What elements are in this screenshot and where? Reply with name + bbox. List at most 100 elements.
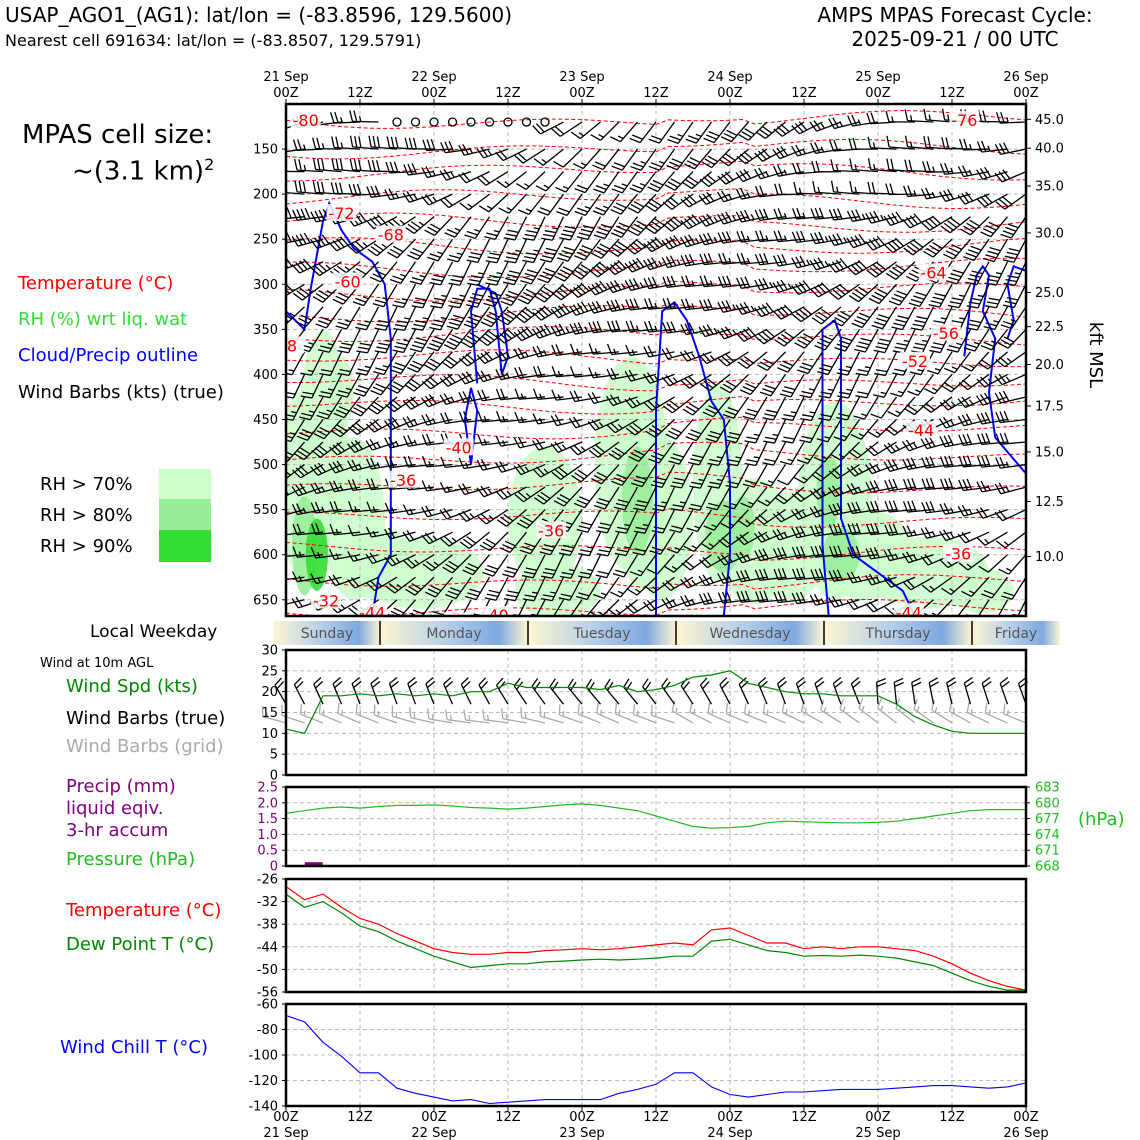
barb-flag bbox=[724, 353, 735, 362]
barb-flag bbox=[445, 563, 456, 571]
barb-half-flag bbox=[950, 167, 954, 174]
barb-flag bbox=[431, 278, 443, 282]
barb-flag bbox=[532, 125, 541, 135]
barb-flag bbox=[1000, 111, 1005, 124]
barb-staff bbox=[693, 531, 712, 552]
wind-barb bbox=[792, 306, 823, 323]
temp-contour-label: -44 bbox=[908, 421, 934, 440]
wind-barb bbox=[532, 305, 564, 321]
barb-flag bbox=[478, 205, 490, 213]
barb-staff bbox=[815, 238, 842, 245]
barb-staff bbox=[519, 441, 546, 449]
barb-flag bbox=[968, 301, 980, 305]
barb-half-flag bbox=[437, 251, 443, 255]
barb-staff bbox=[567, 686, 583, 705]
barb-staff bbox=[594, 283, 620, 296]
wind-barb bbox=[425, 677, 436, 705]
temp-contour-label: -80 bbox=[293, 111, 319, 130]
barb-flag bbox=[355, 326, 367, 331]
barb-flag bbox=[338, 292, 349, 299]
barb-half-flag bbox=[950, 507, 954, 513]
barb-staff bbox=[984, 373, 1008, 388]
wind-barb bbox=[888, 283, 916, 306]
wind-barb bbox=[429, 261, 454, 286]
wind-barb bbox=[521, 117, 532, 127]
wind-barb bbox=[294, 180, 324, 195]
barb-flag bbox=[466, 304, 478, 308]
wind-barb bbox=[645, 193, 675, 212]
barb-flag bbox=[350, 441, 360, 452]
wind-barb bbox=[737, 351, 768, 369]
barb-staff bbox=[901, 306, 916, 330]
barb-flag bbox=[792, 208, 798, 220]
wind-barb bbox=[828, 464, 860, 480]
barb-flag bbox=[981, 455, 987, 467]
barb-half-flag bbox=[949, 588, 955, 593]
wind-barb bbox=[500, 708, 527, 724]
precip-tick-label: 2.5 bbox=[257, 781, 278, 796]
wind-barb bbox=[781, 419, 805, 444]
kft-tick-label: 45.0 bbox=[1035, 113, 1064, 128]
barb-flag bbox=[847, 523, 853, 535]
barb-flag bbox=[598, 227, 610, 233]
wind-barb bbox=[902, 213, 934, 229]
barb-flag bbox=[499, 461, 507, 472]
barb-half-flag bbox=[543, 468, 549, 474]
barb-flag bbox=[800, 545, 806, 557]
barb-flag bbox=[558, 323, 566, 335]
barb-flag bbox=[868, 462, 877, 473]
wind-barb bbox=[483, 283, 509, 308]
barb-flag bbox=[537, 278, 549, 284]
barb-flag bbox=[487, 295, 500, 300]
wind-barb bbox=[503, 117, 513, 127]
barb-staff bbox=[334, 168, 361, 173]
barb-flag bbox=[531, 678, 539, 687]
barb-flag bbox=[522, 598, 535, 602]
barb-flag bbox=[777, 336, 788, 344]
barb-staff bbox=[496, 238, 509, 263]
pressure-tick-label: 250 bbox=[253, 233, 278, 248]
barb-half-flag bbox=[798, 187, 802, 194]
barb-half-flag bbox=[506, 490, 512, 496]
wind-barb bbox=[966, 306, 990, 331]
barb-flag bbox=[301, 428, 313, 435]
barb-flag bbox=[702, 215, 711, 226]
barb-flag bbox=[735, 552, 743, 564]
barb-flag bbox=[532, 468, 542, 478]
wind-barb bbox=[286, 283, 305, 297]
barb-half-flag bbox=[713, 327, 718, 334]
wind-barb bbox=[726, 441, 750, 467]
barb-staff bbox=[698, 441, 713, 466]
barb-flag bbox=[335, 136, 339, 148]
barb-half-flag bbox=[303, 144, 307, 151]
barb-flag bbox=[631, 134, 643, 140]
barb-flag bbox=[687, 194, 697, 204]
barb-staff bbox=[804, 328, 823, 349]
wind-barb bbox=[698, 324, 731, 338]
barb-staff bbox=[695, 121, 713, 144]
wind-barb bbox=[831, 306, 860, 327]
barb-flag bbox=[591, 252, 602, 259]
barb-staff bbox=[796, 192, 823, 195]
temperature-contour bbox=[286, 374, 1026, 392]
wind-barb bbox=[901, 439, 934, 452]
barb-flag bbox=[943, 222, 954, 231]
barb-flag bbox=[698, 593, 705, 605]
pressure-tick-label: 200 bbox=[253, 188, 278, 203]
barb-flag bbox=[569, 288, 579, 298]
barb-flag bbox=[610, 232, 622, 238]
barb-flag bbox=[776, 280, 784, 292]
barb-half-flag bbox=[746, 555, 751, 561]
wind-barb bbox=[754, 148, 786, 162]
barb-flag bbox=[702, 557, 712, 566]
barb-flag bbox=[802, 306, 812, 315]
barb-staff bbox=[311, 374, 324, 399]
cloud-outline bbox=[963, 264, 1026, 475]
barb-staff bbox=[468, 531, 490, 550]
barb-flag bbox=[355, 267, 367, 275]
barb-staff bbox=[422, 306, 435, 331]
wind-barb bbox=[425, 576, 453, 598]
barb-flag bbox=[830, 159, 835, 171]
barb-half-flag bbox=[580, 446, 586, 452]
barb-staff bbox=[956, 261, 972, 285]
